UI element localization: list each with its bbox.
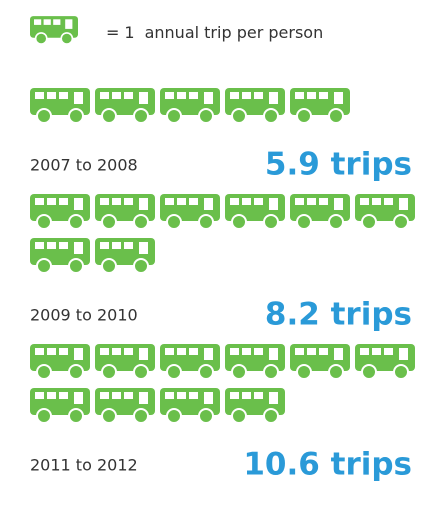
icon-row [30, 88, 409, 124]
icon-row [30, 194, 415, 274]
bus-icon [160, 388, 220, 424]
value-label: 10.6 trips [243, 447, 412, 483]
bus-icon [355, 344, 415, 380]
category-label: 2007 to 2008 [30, 156, 138, 175]
bus-icon [225, 194, 285, 230]
bus-icon [30, 88, 90, 124]
icon-row [30, 344, 415, 424]
bus-icon [225, 388, 285, 424]
bus-icon [160, 344, 220, 380]
legend: = 1 annual trip per person [30, 16, 323, 45]
bus-icon [225, 344, 285, 380]
bus-icon [290, 388, 326, 424]
bus-icon [290, 344, 350, 380]
bus-icon [95, 344, 155, 380]
bus-icon [225, 88, 285, 124]
bus-icon [95, 88, 155, 124]
bus-icon [355, 194, 415, 230]
bus-icon [30, 194, 90, 230]
bus-icon [30, 238, 90, 274]
legend-value: 1 [124, 23, 134, 42]
legend-icon [30, 16, 78, 45]
bus-icon [160, 238, 172, 274]
bus-icon [355, 88, 409, 124]
bus-icon [290, 88, 350, 124]
value-label: 8.2 trips [265, 297, 412, 333]
category-label: 2011 to 2012 [30, 456, 138, 475]
category-label: 2009 to 2010 [30, 306, 138, 325]
bus-icon [95, 238, 155, 274]
legend-symbol: = [106, 23, 119, 42]
bus-icon [30, 388, 90, 424]
legend-label: annual trip per person [145, 23, 324, 42]
value-label: 5.9 trips [265, 147, 412, 183]
bus-icon [95, 388, 155, 424]
bus-icon [290, 194, 350, 230]
bus-icon [95, 194, 155, 230]
bus-icon [160, 194, 220, 230]
bus-icon [160, 88, 220, 124]
bus-icon [30, 344, 90, 380]
legend-text: = 1 annual trip per person [106, 23, 323, 42]
